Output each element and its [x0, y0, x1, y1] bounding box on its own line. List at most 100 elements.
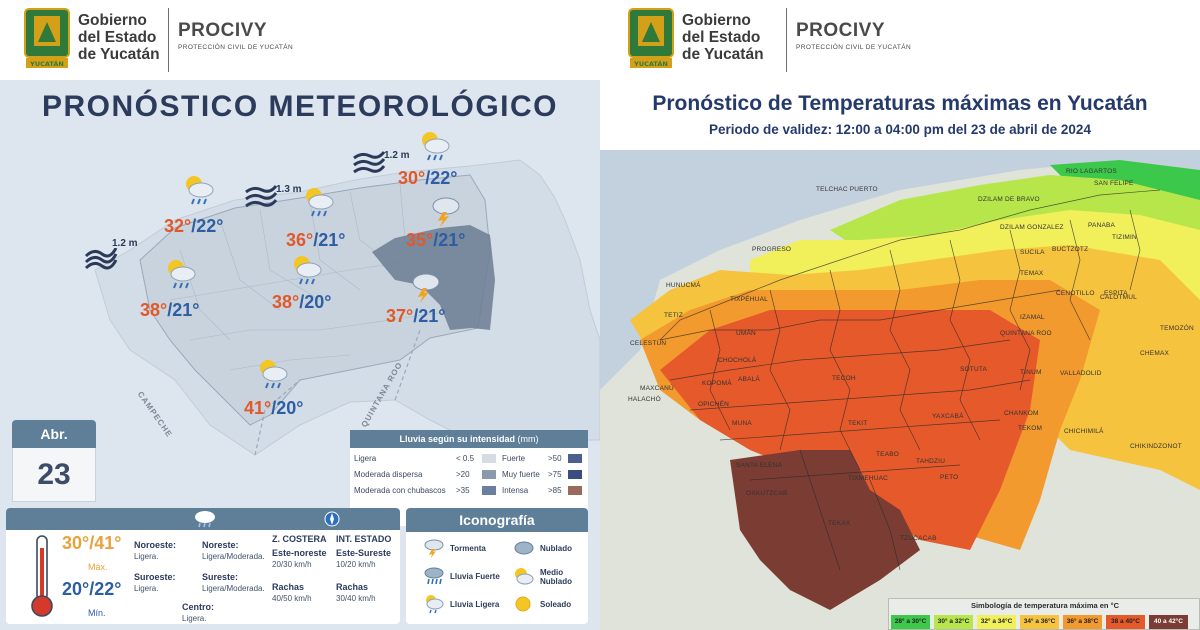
municipality-label: TEABO — [876, 451, 900, 458]
wind-direction: Suroeste: — [134, 572, 176, 582]
wave-height-label: 1.3 m — [276, 184, 302, 195]
municipality-label: SAN FELIPE — [1094, 180, 1134, 187]
wave-icon — [245, 185, 278, 208]
wind-direction: Noroeste: — [134, 540, 177, 550]
rain-legend-label: Moderada dispersa — [354, 470, 423, 479]
municipality-label: DZILAM GONZALEZ — [1000, 224, 1064, 231]
municipality-label: CHIKINDZONOT — [1130, 443, 1182, 450]
municipality-label: ESPITA — [1104, 290, 1128, 297]
interior-gust-label: Rachas — [336, 582, 369, 592]
agency-subtitle: PROTECCIÓN CIVIL DE YUCATÁN — [178, 44, 294, 51]
municipality-label: RIO LAGARTOS — [1066, 168, 1117, 175]
icon-label: Tormenta — [450, 544, 486, 553]
max-label: Máx. — [88, 562, 108, 572]
storm-icon — [424, 539, 444, 558]
municipality-label: TAHDZIU — [916, 458, 946, 465]
municipality-label: CHEMAX — [1140, 350, 1170, 357]
partly-cloudy-light-rain-icon — [186, 176, 214, 205]
icon-label: Medio Nublado — [540, 568, 572, 586]
heavy-rain-icon — [424, 567, 444, 585]
municipality-label: ABALÁ — [738, 376, 760, 383]
thermometer-icon — [31, 535, 53, 617]
municipality-label: PANABA — [1088, 222, 1116, 229]
rain-legend-label: Fuerte — [502, 454, 526, 463]
partly-cloudy-icon — [515, 568, 534, 585]
rain-legend-range: >35 — [456, 486, 470, 495]
right-header: YUCATÁN Gobierno del Estado de Yucatán P… — [600, 0, 1200, 80]
sunny-icon — [515, 596, 531, 612]
municipality-label: YAXCABÁ — [932, 413, 964, 420]
municipality-label: PROGRESO — [752, 246, 792, 253]
municipality-label: CALOTMUL — [1100, 294, 1137, 301]
rain-legend-label: Moderada con chubascos — [354, 486, 446, 495]
municipality-label: OXKUTZCAB — [746, 490, 788, 497]
temperature-legend-title: Simbología de temperatura máxima en °C — [970, 601, 1120, 610]
interior-gust-speed: 30/40 km/h — [336, 594, 376, 603]
municipality-label: CHOCHOLÁ — [718, 357, 757, 364]
municipality-label: TZUCACAB — [900, 535, 937, 542]
partly-cloudy-light-rain-icon — [422, 132, 450, 161]
partly-cloudy-light-rain-icon — [168, 260, 196, 289]
weather-forecast-panel: PRONÓSTICO METEOROLÓGICO CAMPECHE QUINTA… — [0, 80, 600, 630]
seal-text: YUCATÁN — [29, 59, 64, 68]
date-month: Abr. — [12, 420, 96, 448]
municipality-label: MAXCANÚ — [640, 385, 674, 392]
legend-swatch-36-38: 36° a 38°C — [1063, 615, 1102, 629]
coastal-gust-label: Rachas — [272, 582, 305, 592]
municipality-label: PETO — [940, 474, 959, 481]
icon-label: Lluvia Fuerte — [450, 572, 500, 581]
municipality-label: BUCTZOTZ — [1052, 246, 1089, 253]
header-divider — [168, 8, 169, 72]
yucatan-seal-icon: YUCATÁN — [628, 8, 674, 68]
temperature-label: 38°/21° — [140, 300, 200, 320]
municipality-label: TINUM — [1020, 369, 1042, 376]
max-temperature-panel: Pronóstico de Temperaturas máximas en Yu… — [600, 80, 1200, 630]
wave-icon — [353, 151, 386, 174]
rain-legend-range: >75 — [548, 470, 562, 479]
temperature-label: 37°/21° — [386, 306, 446, 326]
interior-wind-direction: Este-Sureste — [336, 548, 392, 558]
min-label: Mín. — [88, 608, 106, 618]
municipality-label: TEKAX — [828, 520, 851, 527]
municipality-label: DZILAM DE BRAVO — [978, 196, 1040, 203]
municipality-label: HALACHÓ — [628, 396, 661, 403]
wave-height-label: 1.2 m — [384, 150, 410, 161]
min-temperature: 20°/22° — [62, 579, 122, 599]
wind-direction: Centro: — [182, 602, 214, 612]
partly-cloudy-light-rain-icon — [294, 256, 322, 285]
coastal-wind-direction: Este-noreste — [272, 548, 327, 558]
municipality-label: TIZIMIN — [1112, 234, 1137, 241]
municipality-label: TEMAX — [1020, 270, 1044, 277]
wave-height-label: 1.2 m — [112, 238, 138, 249]
wind-direction: Sureste: — [202, 572, 239, 582]
wind-value: Ligera. — [182, 614, 207, 623]
weather-summary-box: 30°/41° Máx. 20°/22° Mín. Noroeste: Lige… — [6, 508, 400, 624]
legend-swatch-32-34: 32° a 34°C — [977, 615, 1016, 629]
government-name: Gobierno del Estado de Yucatán — [682, 12, 764, 63]
temperature-label: 41°/20° — [244, 398, 304, 418]
government-name: Gobierno del Estado de Yucatán — [78, 12, 160, 63]
partly-cloudy-light-rain-icon — [306, 188, 334, 217]
municipality-label: SUCILA — [1020, 249, 1045, 256]
municipality-label: CHANKOM — [1004, 410, 1039, 417]
wind-value: Ligera/Moderada. — [202, 552, 265, 561]
municipality-label: TIXMEHUAC — [848, 475, 889, 482]
header-divider — [786, 8, 787, 72]
temperature-choropleth-map — [600, 150, 1200, 630]
wind-direction: Noreste: — [202, 540, 239, 550]
max-temperature-title: Pronóstico de Temperaturas máximas en Yu… — [652, 92, 1148, 115]
agency-name: PROCIVY — [796, 20, 886, 41]
agency-name: PROCIVY — [178, 20, 268, 41]
legend-swatch-38-40: 38 a 40°C — [1106, 615, 1145, 629]
municipality-label: TEKOM — [1018, 425, 1043, 432]
iconography-legend: Iconografía Tormenta Nublado Lluvia Fuer… — [406, 508, 588, 624]
icon-label: Lluvia Ligera — [450, 600, 500, 609]
rain-swatch-light — [482, 454, 496, 463]
temperature-label: 32°/22° — [164, 216, 224, 236]
municipality-label: UMÁN — [736, 330, 756, 337]
rain-swatch-showers — [482, 486, 496, 495]
compass-icon — [324, 511, 340, 527]
municipality-label: TEMOZÓN — [1160, 325, 1194, 332]
wind-value: Ligera. — [134, 584, 159, 593]
yucatan-peninsula-map — [94, 159, 600, 456]
